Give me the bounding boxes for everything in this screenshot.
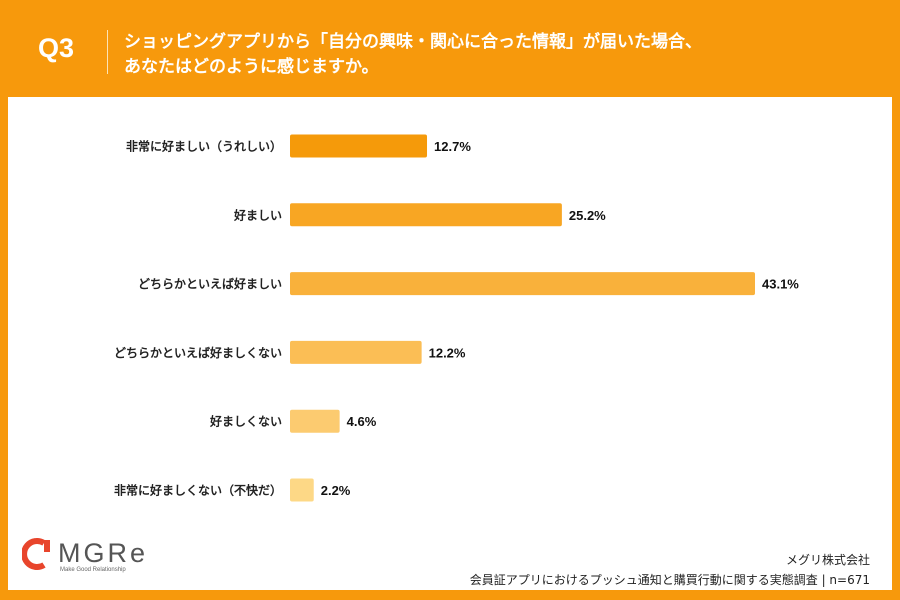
mgre-logo-icon bbox=[22, 538, 50, 570]
category-label: 好ましい bbox=[233, 207, 282, 222]
bar bbox=[290, 134, 428, 158]
bar bbox=[290, 340, 422, 364]
value-label: 43.1% bbox=[762, 277, 799, 292]
question-number: Q3 bbox=[38, 33, 75, 63]
logo-tagline: Make Good Relationship bbox=[60, 567, 126, 573]
company-name: メグリ株式会社 bbox=[785, 553, 870, 567]
value-label: 25.2% bbox=[569, 208, 606, 223]
category-label: 非常に好ましくない（不快だ） bbox=[114, 483, 282, 498]
survey-source: 会員証アプリにおけるプッシュ通知と購買行動に関する実態調査 | n=671 bbox=[469, 573, 870, 587]
question-title: ショッピングアプリから「自分の興味・関心に合った情報」が届いた場合、 あなたはど… bbox=[124, 30, 702, 80]
category-label: どちらかといえば好ましい bbox=[138, 276, 282, 291]
title-line-2: あなたはどのように感じますか。 bbox=[124, 57, 379, 77]
category-label: 非常に好ましい（うれしい） bbox=[126, 139, 282, 154]
header: Q3 ショッピングアプリから「自分の興味・関心に合った情報」が届いた場合、 あな… bbox=[0, 0, 900, 96]
value-label: 12.7% bbox=[434, 139, 471, 154]
category-label: どちらかといえば好ましくない bbox=[114, 345, 282, 360]
bar bbox=[290, 478, 314, 502]
value-label: 4.6% bbox=[347, 414, 377, 429]
logo-text: MGRe bbox=[58, 538, 149, 568]
bar bbox=[290, 203, 562, 227]
title-line-1: ショッピングアプリから「自分の興味・関心に合った情報」が届いた場合、 bbox=[124, 32, 702, 52]
chart-panel bbox=[8, 97, 892, 590]
category-label: 好ましくない bbox=[209, 414, 282, 429]
bar bbox=[290, 272, 755, 296]
divider bbox=[107, 30, 108, 74]
value-label: 12.2% bbox=[429, 345, 466, 360]
bar bbox=[290, 409, 340, 433]
value-label: 2.2% bbox=[321, 483, 351, 498]
